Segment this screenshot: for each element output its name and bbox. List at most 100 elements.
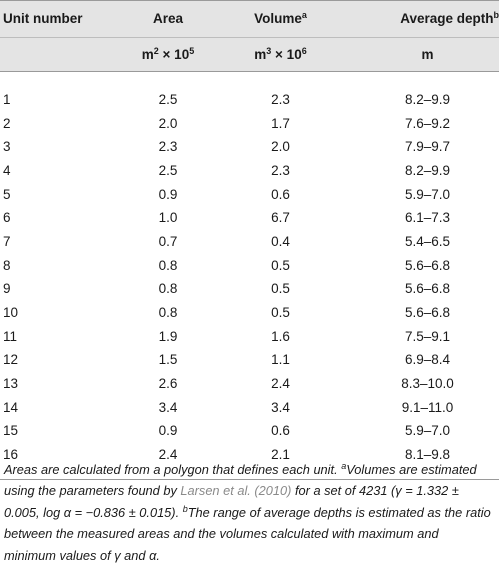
cell-area: 3.4 xyxy=(158,399,178,415)
cell-average-depth: 5.9–7.0 xyxy=(404,423,451,439)
header-volume-footnote-mark: a xyxy=(301,10,307,20)
cell-area: 2.6 xyxy=(158,376,178,392)
table-row: 1 2.5 2.3 8.2–9.9 xyxy=(0,72,499,112)
cell-average-depth: 5.4–6.5 xyxy=(404,233,451,249)
cell-volume: 0.4 xyxy=(271,233,290,249)
cell-volume: 6.7 xyxy=(271,210,290,226)
table-row: 3 2.3 2.0 7.9–9.7 xyxy=(0,135,499,159)
cell-volume: 2.0 xyxy=(271,139,290,155)
table-header: Unit number Area Volumea Average depthb … xyxy=(0,0,499,72)
table-row: 8 0.8 0.5 5.6–6.8 xyxy=(0,254,499,278)
footnote-mark-b: b xyxy=(182,503,188,514)
volume-unit-base: m xyxy=(254,46,267,62)
cell-unit-number: 14 xyxy=(3,399,19,415)
cell-average-depth: 7.9–9.7 xyxy=(404,139,451,155)
units-volume: m3 × 106 xyxy=(213,37,348,72)
data-table: Unit number Area Volumea Average depthb … xyxy=(0,0,499,481)
cell-area: 2.4 xyxy=(123,443,213,481)
cell-area: 1.5 xyxy=(158,352,178,368)
header-depth-footnote-mark: b xyxy=(493,10,499,20)
cell-average-depth: 7.6–9.2 xyxy=(404,115,451,131)
cell-unit-number: 16 xyxy=(0,443,123,481)
header-average-depth-label: Average depth xyxy=(400,11,494,26)
table-row: 12 1.5 1.1 6.9–8.4 xyxy=(0,349,499,373)
volume-unit-multiplier: × 10 xyxy=(271,46,302,62)
cell-average-depth: 6.1–7.3 xyxy=(404,210,451,226)
cell-unit-number: 13 xyxy=(3,376,19,392)
header-average-depth: Average depthb xyxy=(348,0,499,38)
cell-average-depth: 5.6–6.8 xyxy=(404,257,451,273)
footnote-part-1: Areas are calculated from a polygon that… xyxy=(4,462,342,477)
footnote-reference-link[interactable]: Larsen et al. (2010) xyxy=(180,483,292,499)
cell-area: 2.0 xyxy=(158,115,178,131)
cell-average-depth: 8.1–9.8 xyxy=(348,443,499,481)
cell-unit-number: 4 xyxy=(3,162,11,178)
table-container: Unit number Area Volumea Average depthb … xyxy=(0,0,499,481)
cell-average-depth: 9.1–11.0 xyxy=(401,399,454,415)
table-footnote: Areas are calculated from a polygon that… xyxy=(4,459,494,566)
cell-average-depth: 6.9–8.4 xyxy=(404,352,451,368)
cell-unit-number: 7 xyxy=(3,233,11,249)
cell-unit-number: 6 xyxy=(3,210,11,226)
header-unit-number-label: Unit number xyxy=(3,11,83,26)
cell-volume: 0.5 xyxy=(271,305,290,321)
cell-unit-number: 15 xyxy=(3,423,19,439)
cell-average-depth: 5.6–6.8 xyxy=(404,281,451,297)
cell-area: 0.7 xyxy=(158,233,178,249)
cell-average-depth: 7.5–9.1 xyxy=(404,328,451,344)
cell-area: 2.3 xyxy=(158,139,178,155)
cell-unit-number: 12 xyxy=(3,352,19,368)
table-row: 2 2.0 1.7 7.6–9.2 xyxy=(0,112,499,136)
cell-average-depth: 5.9–7.0 xyxy=(404,186,451,202)
cell-volume: 2.3 xyxy=(271,162,290,178)
cell-volume: 1.6 xyxy=(271,328,290,344)
header-row: Unit number Area Volumea Average depthb xyxy=(0,0,499,38)
area-unit-multiplier: × 10 xyxy=(158,46,190,62)
volume-unit-exponent: 3 xyxy=(266,45,272,56)
cell-volume: 0.6 xyxy=(271,186,290,202)
cell-area: 2.5 xyxy=(158,91,178,107)
table-row: 7 0.7 0.4 5.4–6.5 xyxy=(0,230,499,254)
header-volume-label: Volume xyxy=(254,11,302,26)
cell-area: 0.8 xyxy=(158,305,178,321)
cell-average-depth: 8.3–10.0 xyxy=(401,376,454,392)
cell-average-depth: 5.6–6.8 xyxy=(404,305,451,321)
cell-volume: 2.1 xyxy=(213,443,348,481)
table-row: 6 1.0 6.7 6.1–7.3 xyxy=(0,206,499,230)
cell-volume: 2.4 xyxy=(271,376,290,392)
footnote-mark-a: a xyxy=(341,461,347,471)
units-depth: m xyxy=(348,37,499,72)
cell-area: 1.0 xyxy=(158,210,178,226)
volume-unit-power: 6 xyxy=(301,45,307,56)
area-unit-exponent: 2 xyxy=(153,45,159,56)
cell-average-depth: 8.2–9.9 xyxy=(404,91,451,107)
cell-unit-number: 9 xyxy=(3,281,11,297)
footnote-part-4: The range of average depths is estimated… xyxy=(4,504,491,563)
table-row: 5 0.9 0.6 5.9–7.0 xyxy=(0,183,499,207)
cell-area: 1.9 xyxy=(158,328,178,344)
cell-average-depth: 8.2–9.9 xyxy=(404,162,451,178)
header-unit-number: Unit number xyxy=(0,0,123,38)
units-unit-number xyxy=(0,37,123,72)
cell-area: 0.9 xyxy=(158,423,178,439)
cell-area: 0.8 xyxy=(158,257,178,273)
table-row: 13 2.6 2.4 8.3–10.0 xyxy=(0,372,499,396)
area-unit-base: m xyxy=(141,46,154,62)
table-row: 15 0.9 0.6 5.9–7.0 xyxy=(0,420,499,444)
cell-volume: 3.4 xyxy=(271,399,290,415)
cell-unit-number: 2 xyxy=(3,115,11,131)
depth-unit: m xyxy=(421,46,434,62)
cell-area: 0.9 xyxy=(158,186,178,202)
cell-volume: 0.5 xyxy=(271,281,290,297)
table-row: 14 3.4 3.4 9.1–11.0 xyxy=(0,396,499,420)
table-row: 9 0.8 0.5 5.6–6.8 xyxy=(0,278,499,302)
cell-unit-number: 8 xyxy=(3,257,11,273)
cell-volume: 0.6 xyxy=(271,423,290,439)
footnote-part-2: Volumes are estimated using the paramete… xyxy=(4,462,477,499)
header-volume: Volumea xyxy=(213,0,348,38)
table-row: 10 0.8 0.5 5.6–6.8 xyxy=(0,301,499,325)
table-row: 16 2.4 2.1 8.1–9.8 xyxy=(0,443,499,481)
cell-unit-number: 3 xyxy=(3,139,11,155)
cell-unit-number: 10 xyxy=(3,305,19,321)
cell-area: 0.8 xyxy=(158,281,178,297)
